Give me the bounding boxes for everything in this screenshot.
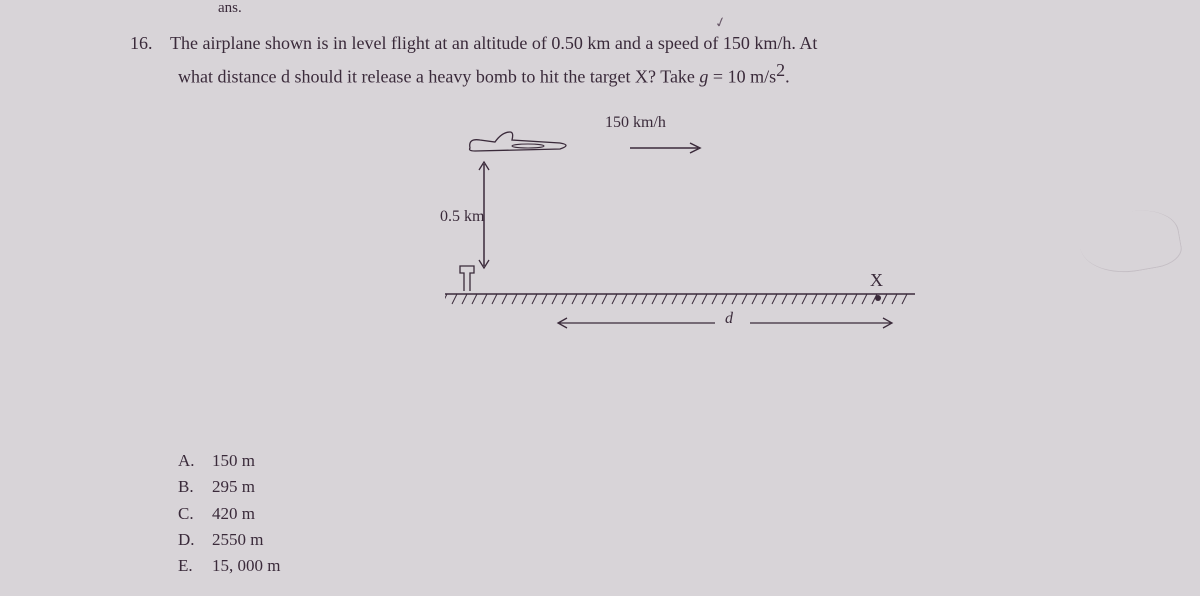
- airplane-icon: [460, 130, 580, 158]
- option-b: B. 295 m: [178, 474, 280, 500]
- option-text: 2550 m: [212, 527, 263, 553]
- option-e: E. 15, 000 m: [178, 553, 280, 579]
- speed-arrow-icon: [630, 142, 710, 154]
- question-block: 16. The airplane shown is in level fligh…: [130, 30, 1120, 90]
- option-text: 150 m: [212, 448, 255, 474]
- question-line2-suffix: .: [785, 66, 790, 86]
- physics-diagram: 150 km/h 0.5 km X d: [430, 110, 970, 360]
- option-c: C. 420 m: [178, 501, 280, 527]
- top-fragment-text: ans.: [218, 0, 242, 17]
- option-letter: D.: [178, 527, 212, 553]
- option-letter: C.: [178, 501, 212, 527]
- option-letter: E.: [178, 553, 212, 579]
- target-x-label: X: [870, 270, 883, 291]
- target-x-dot: [875, 295, 881, 301]
- option-text: 15, 000 m: [212, 553, 280, 579]
- option-letter: B.: [178, 474, 212, 500]
- ground-line-icon: [445, 290, 925, 308]
- option-text: 295 m: [212, 474, 255, 500]
- option-letter: A.: [178, 448, 212, 474]
- question-line2-prefix: what distance d should it release a heav…: [178, 66, 699, 86]
- distance-d-label: d: [725, 310, 733, 328]
- option-a: A. 150 m: [178, 448, 280, 474]
- question-line1: The airplane shown is in level flight at…: [170, 33, 817, 53]
- speed-label: 150 km/h: [605, 114, 666, 132]
- question-exponent: 2: [776, 60, 785, 80]
- question-number: 16.: [130, 33, 166, 54]
- option-text: 420 m: [212, 501, 255, 527]
- answer-options: A. 150 m B. 295 m C. 420 m D. 2550 m E. …: [178, 448, 280, 580]
- altitude-label: 0.5 km: [440, 208, 484, 226]
- page-smudge: [1076, 204, 1185, 280]
- question-line2-eq: = 10 m/s: [708, 66, 776, 86]
- building-icon: [458, 263, 498, 293]
- option-d: D. 2550 m: [178, 527, 280, 553]
